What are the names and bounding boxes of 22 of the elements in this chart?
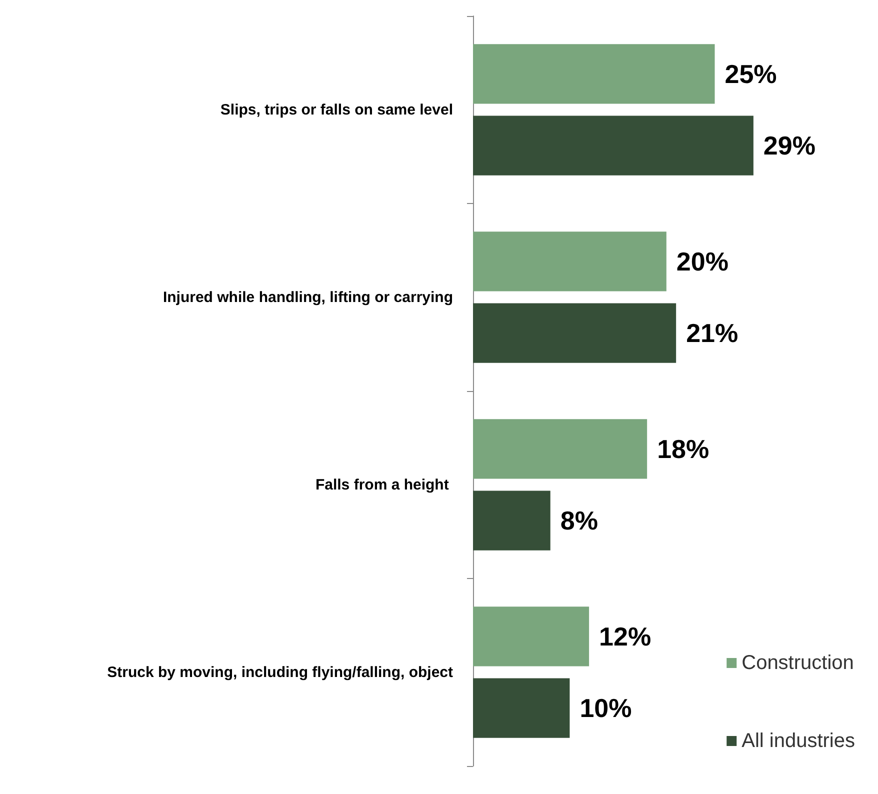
- y-tick-label: Falls from a height: [315, 476, 453, 494]
- bar: [473, 606, 590, 666]
- y-tick-label: Slips, trips or falls on same level: [220, 101, 453, 118]
- data-label: 25%: [724, 58, 777, 89]
- data-label: 8%: [560, 506, 598, 536]
- data-label: 10%: [580, 693, 632, 724]
- bar: [473, 419, 648, 479]
- bar: [473, 232, 666, 292]
- data-label: 12%: [599, 621, 652, 652]
- data-label: 18%: [657, 434, 710, 464]
- y-tick-label: Struck by moving, including flying/falling, object: [107, 664, 453, 681]
- data-label: 20%: [676, 246, 728, 276]
- bar: [473, 678, 570, 738]
- legend-label: All industries: [742, 730, 856, 752]
- bar: [473, 116, 754, 176]
- bar: [473, 303, 676, 363]
- legend-label: Construction: [742, 652, 854, 674]
- y-tick-label: Injured while handling, lifting or carrying: [162, 288, 453, 306]
- bar: [473, 490, 550, 550]
- bar: [473, 44, 715, 104]
- data-label: 29%: [763, 130, 816, 161]
- data-label: 21%: [686, 318, 738, 348]
